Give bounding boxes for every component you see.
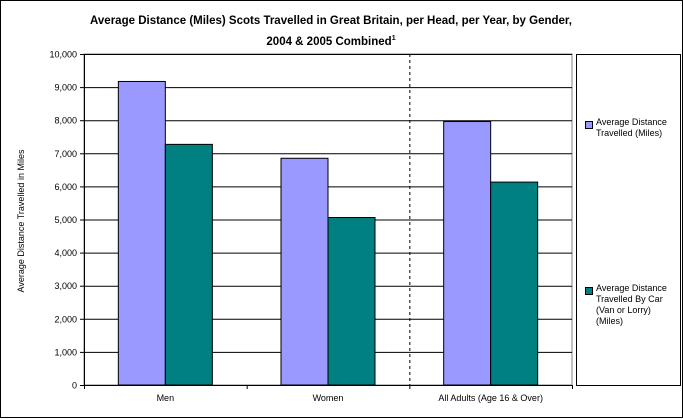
y-tick-label: 4,000 [54,248,77,258]
y-tick-label: 3,000 [54,281,77,291]
legend: Average Distance Travelled (Miles) Avera… [576,54,681,386]
y-tick-label: 1,000 [54,347,77,357]
y-tick-label: 9,000 [54,83,77,93]
x-tick-label: Men [157,393,175,403]
y-tick-label: 5,000 [54,215,77,225]
bar-total-distance [280,157,329,386]
bar-total-distance [117,80,166,386]
bar-total-distance [443,121,492,386]
y-tick-label: 0 [72,381,77,391]
y-tick-label: 6,000 [54,182,77,192]
bar-car-distance [327,217,376,386]
y-tick-label: 7,000 [54,149,77,159]
y-tick-label: 2,000 [54,314,77,324]
x-tick-label: All Adults (Age 16 & Over) [438,393,543,403]
y-tick-label: 10,000 [49,50,77,60]
chart-title: Average Distance (Miles) Scots Travelled… [41,13,621,51]
chart-title-line2: 2004 & 2005 Combined [266,35,392,48]
legend-label-car-distance: Average Distance Travelled By Car (Van o… [596,283,667,326]
y-tick-label: 8,000 [54,116,77,126]
legend-swatch-total-distance [585,121,593,129]
legend-swatch-car-distance [585,287,593,295]
chart-title-footnote: 1 [391,35,396,42]
x-tick-label: Women [313,393,344,403]
legend-label-total-distance: Average Distance Travelled (Miles) [596,117,667,138]
chart-title-line1: Average Distance (Miles) Scots Travelled… [90,15,572,27]
bar-car-distance [164,143,213,386]
bar-car-distance [490,181,539,386]
